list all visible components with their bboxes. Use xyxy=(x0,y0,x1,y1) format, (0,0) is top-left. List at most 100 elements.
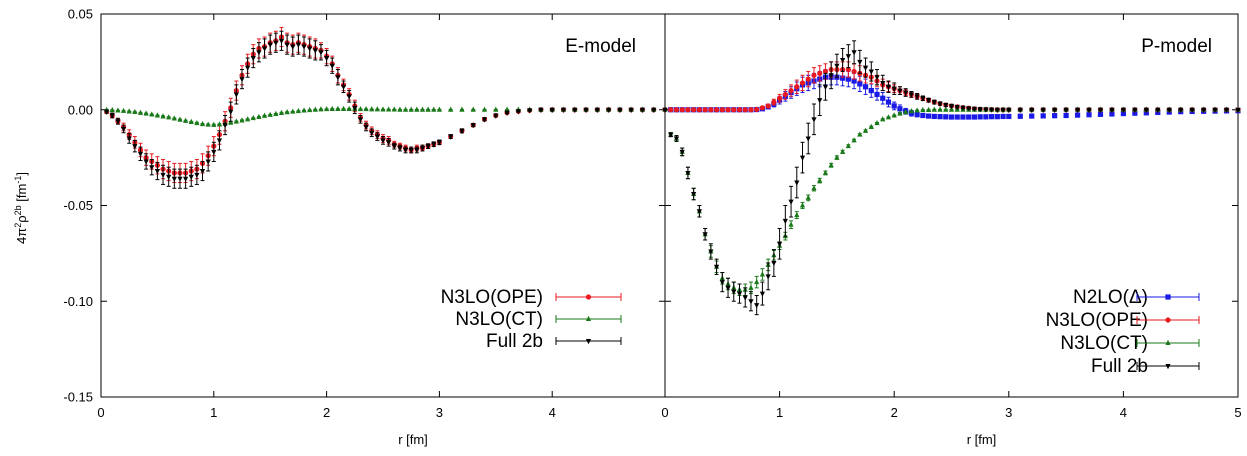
data-point xyxy=(115,119,121,125)
data-point xyxy=(639,107,646,113)
data-point xyxy=(943,106,949,112)
x-tick-label: 0 xyxy=(97,405,104,420)
data-point xyxy=(1017,113,1023,119)
data-point xyxy=(1063,112,1069,119)
data-point xyxy=(857,81,863,87)
data-point xyxy=(301,44,307,50)
data-point xyxy=(834,63,840,69)
data-point xyxy=(759,291,766,297)
data-point xyxy=(352,105,358,112)
data-point xyxy=(943,114,949,120)
data-point xyxy=(845,54,851,60)
data-point xyxy=(233,92,239,98)
data-point xyxy=(925,113,932,119)
data-point xyxy=(754,106,760,112)
data-point xyxy=(943,102,949,109)
data-point xyxy=(527,108,533,114)
data-point xyxy=(731,289,737,295)
data-point xyxy=(1143,107,1149,113)
data-point xyxy=(731,107,737,113)
data-point xyxy=(754,303,760,309)
y-tick-label: 0.00 xyxy=(68,102,93,117)
legend-label: N3LO(CT) xyxy=(1060,333,1148,354)
data-point xyxy=(691,192,697,198)
data-point xyxy=(868,69,874,75)
data-point xyxy=(862,65,869,71)
data-point xyxy=(408,147,414,154)
data-point xyxy=(493,106,499,112)
data-point xyxy=(817,177,823,183)
data-point xyxy=(885,99,892,105)
legend-label: N3LO(OPE) xyxy=(441,287,543,308)
data-point xyxy=(1029,107,1035,113)
data-point xyxy=(828,162,834,168)
data-point xyxy=(160,113,166,119)
data-point xyxy=(1000,107,1006,113)
data-point xyxy=(1178,107,1184,113)
x-tick-label: 5 xyxy=(1234,405,1241,420)
data-point xyxy=(994,107,1000,113)
data-point xyxy=(668,107,674,113)
data-point xyxy=(329,63,335,69)
data-point xyxy=(874,75,880,81)
x-axis-label: r [fm] xyxy=(967,432,997,447)
data-point xyxy=(777,241,783,247)
data-point xyxy=(771,260,777,267)
data-point xyxy=(925,98,932,104)
data-point xyxy=(925,106,932,112)
data-point xyxy=(369,106,375,112)
data-point xyxy=(402,106,409,112)
data-point xyxy=(794,180,800,186)
data-point xyxy=(414,147,420,154)
y-axis-label: 4π2ρ2b [fm-1] xyxy=(13,172,29,244)
legend: N3LO(OPE)N3LO(CT)Full 2b xyxy=(441,287,622,352)
data-point xyxy=(1097,111,1104,117)
data-point xyxy=(897,110,903,116)
data-point xyxy=(1109,111,1115,117)
data-point xyxy=(920,106,926,113)
data-point xyxy=(137,151,144,157)
data-point xyxy=(845,76,851,82)
data-point xyxy=(431,142,437,148)
data-point xyxy=(233,118,239,124)
plot-frame xyxy=(664,13,1239,398)
data-point xyxy=(211,149,217,156)
data-point xyxy=(470,123,476,129)
data-point xyxy=(754,278,760,285)
data-point xyxy=(736,107,743,113)
data-point xyxy=(1040,107,1046,113)
data-point xyxy=(1006,107,1012,113)
x-tick-label: 2 xyxy=(891,405,898,420)
x-tick-label: 4 xyxy=(549,405,556,420)
data-point xyxy=(840,148,846,154)
y-label-part: ] xyxy=(14,172,29,176)
data-point xyxy=(822,68,829,75)
data-point xyxy=(908,108,914,114)
data-point xyxy=(1097,107,1104,113)
data-point xyxy=(834,154,840,160)
data-point xyxy=(891,112,897,118)
data-point xyxy=(374,134,380,140)
plot-frame xyxy=(100,13,666,398)
series-n3lo-ct- xyxy=(104,105,668,127)
data-point xyxy=(799,155,806,161)
data-point xyxy=(885,84,892,90)
data-point xyxy=(1040,113,1046,119)
data-point xyxy=(386,140,392,146)
data-point xyxy=(696,209,702,215)
data-point xyxy=(828,73,834,79)
y-label-sup: 2 xyxy=(13,223,23,228)
data-point xyxy=(1155,107,1161,113)
data-point xyxy=(989,114,995,120)
data-point xyxy=(822,169,829,175)
data-point xyxy=(538,107,544,113)
data-point xyxy=(851,137,857,143)
legend-label: Full 2b xyxy=(486,331,543,352)
data-point xyxy=(811,72,817,78)
data-point xyxy=(920,96,926,102)
data-point xyxy=(572,107,578,113)
panel-e-model: 0 1 2 3 4 0.05 0.00 -0.05 -0.10 -0.15 r [fm] E-mode… xyxy=(63,7,668,447)
data-point xyxy=(788,221,794,227)
legend-label: N3LO(CT) xyxy=(455,309,543,330)
data-point xyxy=(448,134,454,140)
